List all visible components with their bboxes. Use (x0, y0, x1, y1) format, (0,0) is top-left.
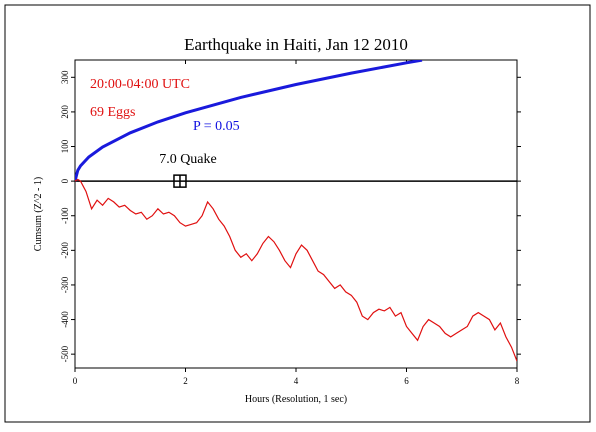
series-line (75, 178, 517, 362)
series-line (75, 60, 423, 182)
plot-lines (75, 60, 517, 362)
frame (4, 4, 591, 423)
x-axis-label: Hours (Resolution, 1 sec) (245, 394, 347, 405)
y-tick-label: -200 (60, 242, 70, 259)
plot-area (74, 59, 518, 369)
event-label: 7.0 Quake (159, 152, 217, 167)
y-tick-label: 0 (60, 178, 70, 183)
x-tick-label: 2 (183, 376, 188, 386)
y-axis-label: Cumsum (Z^2 - 1) (33, 177, 44, 251)
y-tick-label: 200 (60, 105, 70, 119)
y-tick-label: -300 (60, 276, 70, 293)
annotation: 69 Eggs (90, 105, 136, 120)
x-tick-label: 4 (294, 376, 299, 386)
chart-title: Earthquake in Haiti, Jan 12 2010 (184, 35, 408, 54)
y-tick-label: -400 (60, 311, 70, 328)
y-tick-label: 300 (60, 70, 70, 84)
y-tick-label: 100 (60, 139, 70, 153)
x-tick-label: 0 (73, 376, 78, 386)
y-tick-label: -500 (60, 345, 70, 362)
y-tick-label: -100 (60, 207, 70, 224)
annotation: 20:00-04:00 UTC (90, 77, 190, 92)
x-tick-label: 6 (404, 376, 409, 386)
annotation: P = 0.05 (193, 119, 240, 134)
x-tick-label: 8 (515, 376, 520, 386)
